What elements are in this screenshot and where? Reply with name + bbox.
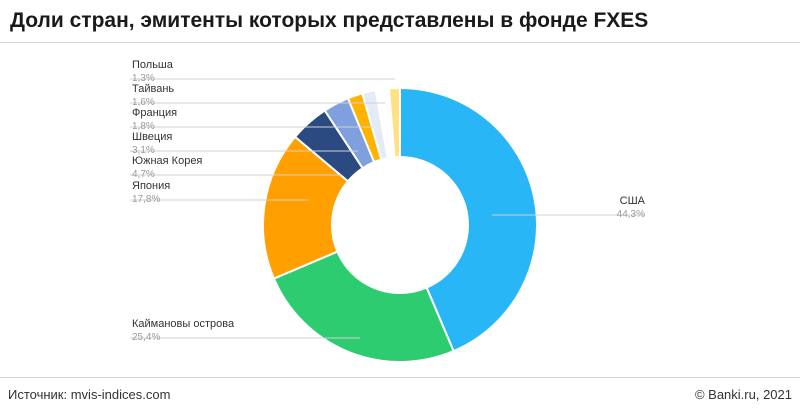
chart-title: Доли стран, эмитенты которых представлен…	[10, 9, 649, 32]
pie-slice-польша	[387, 86, 401, 159]
pie-slice-япония	[262, 135, 350, 280]
slice-value-сша: 44,3%	[617, 209, 645, 220]
slice-value-швеция: 3,1%	[132, 145, 155, 156]
slice-label-япония: Япония	[132, 180, 170, 192]
slice-value-тайвань: 1,6%	[132, 97, 155, 108]
slice-label-каймановы-острова: Каймановы острова	[132, 318, 235, 330]
pie-slice-каймановы-острова	[272, 250, 455, 363]
header-divider	[0, 42, 800, 43]
slice-label-польша: Польша	[132, 59, 174, 71]
slice-label-швеция: Швеция	[132, 131, 172, 143]
source-note: Источник: mvis-indices.com	[8, 387, 171, 402]
copyright-note: © Banki.ru, 2021	[694, 387, 792, 402]
slice-value-каймановы-острова: 25,4%	[132, 332, 160, 343]
slice-value-франция: 1,8%	[132, 121, 155, 132]
pie-slice-сша	[399, 86, 538, 353]
slice-label-франция: Франция	[132, 107, 177, 119]
slice-label-тайвань: Тайвань	[132, 83, 174, 95]
slice-value-южная-корея: 4,7%	[132, 169, 155, 180]
slice-value-польша: 1,3%	[132, 73, 155, 84]
footer-divider	[0, 377, 800, 378]
slice-label-сша: США	[620, 195, 646, 207]
slice-value-япония: 17,8%	[132, 194, 160, 205]
slice-label-южная-корея: Южная Корея	[132, 155, 202, 167]
